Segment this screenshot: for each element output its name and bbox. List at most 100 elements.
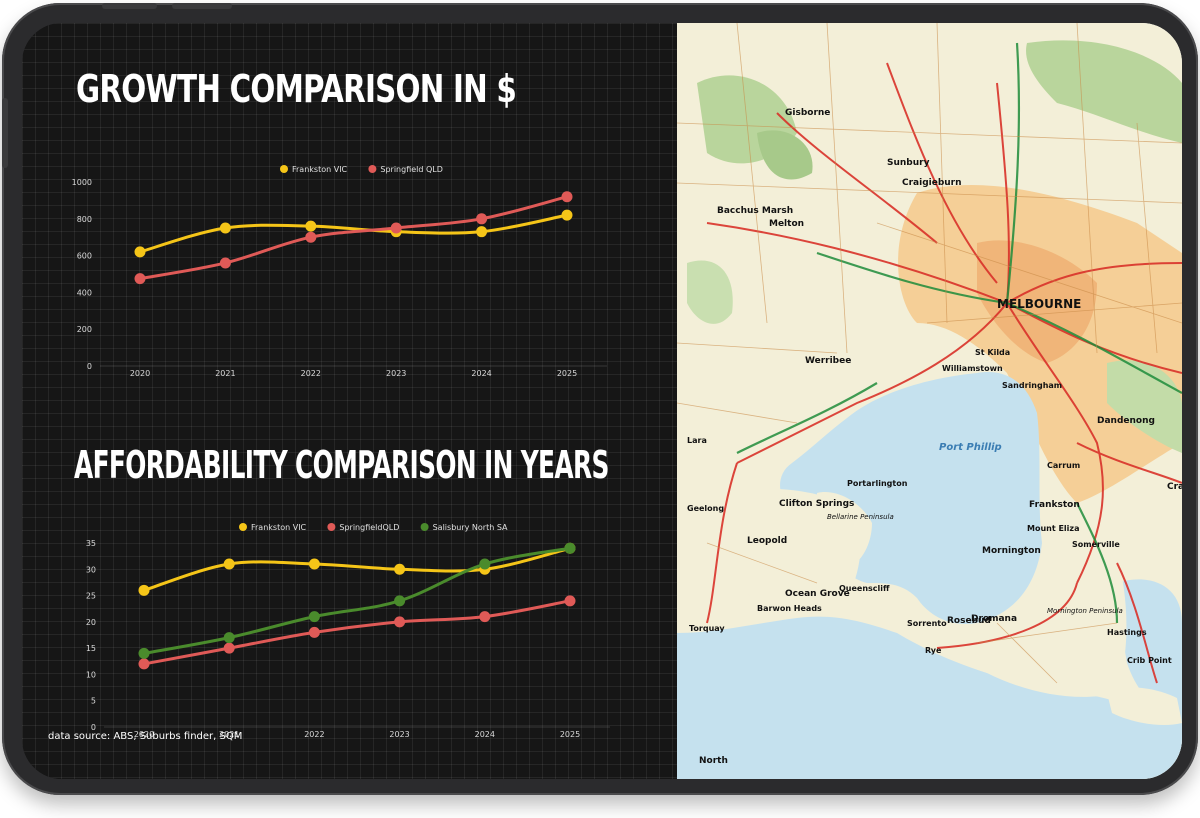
map-place-label: Gisborne xyxy=(785,108,830,118)
map-place-label: Mornington xyxy=(982,546,1041,556)
y-tick-label: 200 xyxy=(77,325,92,334)
data-point xyxy=(561,191,573,203)
data-point xyxy=(219,257,231,269)
map-place-label: MELBOURNE xyxy=(997,297,1081,311)
y-tick-label: 0 xyxy=(87,362,92,371)
data-point xyxy=(223,558,235,570)
map-place-label: Rye xyxy=(925,646,942,655)
data-point xyxy=(308,611,320,623)
y-tick-label: 600 xyxy=(77,252,92,261)
data-point xyxy=(134,246,146,258)
data-point xyxy=(394,616,406,628)
map-place-label: Barwon Heads xyxy=(757,604,822,613)
x-tick-label: 2025 xyxy=(557,369,577,378)
legend-swatch xyxy=(280,165,288,173)
data-point xyxy=(223,632,235,644)
tablet-screen: GROWTH COMPARISON IN $ 0 200 400 600 800 1000… xyxy=(22,23,1182,779)
data-point xyxy=(138,584,150,596)
data-point xyxy=(308,626,320,638)
melbourne-map: MELBOURNE Port Phillip Frankston Dandenong M… xyxy=(677,23,1182,779)
x-tick-label: 2020 xyxy=(134,730,154,739)
x-tick-label: 2024 xyxy=(475,730,495,739)
map-place-label: Crib Point xyxy=(1127,656,1172,665)
map-place-label: Clifton Springs xyxy=(779,499,854,509)
data-point xyxy=(394,595,406,607)
y-tick-label: 1000 xyxy=(72,178,92,187)
legend-label: SpringfieldQLD xyxy=(339,523,399,532)
x-tick-label: 2021 xyxy=(219,730,239,739)
series-line xyxy=(142,546,572,655)
map-place-label: Torquay xyxy=(689,624,725,633)
top-button-2 xyxy=(102,3,157,9)
data-point xyxy=(308,558,320,570)
map-place-label: North xyxy=(699,756,728,766)
legend-swatch xyxy=(239,523,247,531)
map-place-label: Port Phillip xyxy=(939,442,1002,453)
map-place-label: Carrum xyxy=(1047,461,1080,470)
tablet-frame: GROWTH COMPARISON IN $ 0 200 400 600 800 1000… xyxy=(2,3,1198,795)
data-point xyxy=(134,273,146,285)
data-point xyxy=(476,226,488,238)
map-place-label: Melton xyxy=(769,219,804,229)
data-point xyxy=(219,222,231,234)
map-place-label: Queenscliff xyxy=(839,584,890,593)
map-image: MELBOURNE Port Phillip Frankston Dandenong M… xyxy=(677,23,1182,779)
x-tick-label: 2020 xyxy=(130,369,150,378)
map-place-label: Sunbury xyxy=(887,158,930,168)
y-tick-label: 25 xyxy=(86,592,96,601)
legend-swatch xyxy=(327,523,336,531)
map-place-label: Mornington Peninsula xyxy=(1047,607,1123,615)
map-place-label: Ocean Grove xyxy=(785,589,850,599)
legend-swatch xyxy=(368,165,377,173)
map-place-label: Sorrento xyxy=(907,619,947,628)
y-tick-label: 15 xyxy=(86,644,96,653)
side-button xyxy=(2,98,8,168)
x-tick-label: 2024 xyxy=(471,369,491,378)
map-place-label: Dandenong xyxy=(1097,416,1155,426)
map-place-label: Sandringham xyxy=(1002,381,1062,390)
y-tick-label: 10 xyxy=(86,670,96,679)
data-point xyxy=(223,642,235,654)
legend-label: Frankston VIC xyxy=(251,523,307,532)
legend-label: Salisbury North SA xyxy=(433,523,508,532)
legend-item: Springfield QLD xyxy=(368,165,443,174)
legend-label: Frankston VIC xyxy=(292,165,348,174)
y-tick-label: 0 xyxy=(91,723,96,732)
series-line xyxy=(142,599,572,666)
map-place-label: Werribee xyxy=(805,356,851,366)
data-point xyxy=(138,647,150,659)
map-place-label: Dromana xyxy=(971,614,1017,624)
x-tick-label: 2023 xyxy=(389,730,409,739)
data-point xyxy=(476,213,488,225)
data-point xyxy=(479,558,491,570)
map-place-label: Mount Eliza xyxy=(1027,524,1079,533)
data-point xyxy=(394,563,406,575)
charts-panel: GROWTH COMPARISON IN $ 0 200 400 600 800 1000… xyxy=(22,23,677,779)
map-place-label: Lara xyxy=(687,436,707,445)
x-tick-label: 2023 xyxy=(386,369,406,378)
data-point xyxy=(305,231,317,243)
data-source-note: data source: ABS, Suburbs finder, SQM xyxy=(48,731,243,742)
data-point xyxy=(564,595,576,607)
map-place-label: Portarlington xyxy=(847,479,908,488)
map-place-label: Cranb xyxy=(1167,482,1182,492)
y-tick-label: 35 xyxy=(86,539,96,548)
x-tick-label: 2022 xyxy=(301,369,321,378)
map-place-label: Somerville xyxy=(1072,540,1120,549)
y-tick-label: 400 xyxy=(77,288,92,297)
y-tick-label: 30 xyxy=(86,565,96,574)
map-place-label: Bellarine Peninsula xyxy=(827,513,894,521)
growth-chart: 0 200 400 600 800 1000 2020 2021 2022 2023 2024 202… xyxy=(72,165,607,378)
data-point xyxy=(564,542,576,554)
legend-item: Salisbury North SA xyxy=(420,523,508,532)
map-place-label: Williamstown xyxy=(942,364,1003,373)
legend-swatch xyxy=(420,523,429,531)
legend-label: Springfield QLD xyxy=(380,165,443,174)
x-tick-label: 2021 xyxy=(215,369,235,378)
legend-item: Frankston VIC xyxy=(280,165,348,174)
map-place-label: Craigieburn xyxy=(902,178,962,188)
data-point xyxy=(561,209,573,221)
legend-item: SpringfieldQLD xyxy=(327,523,399,532)
data-point xyxy=(390,222,402,234)
